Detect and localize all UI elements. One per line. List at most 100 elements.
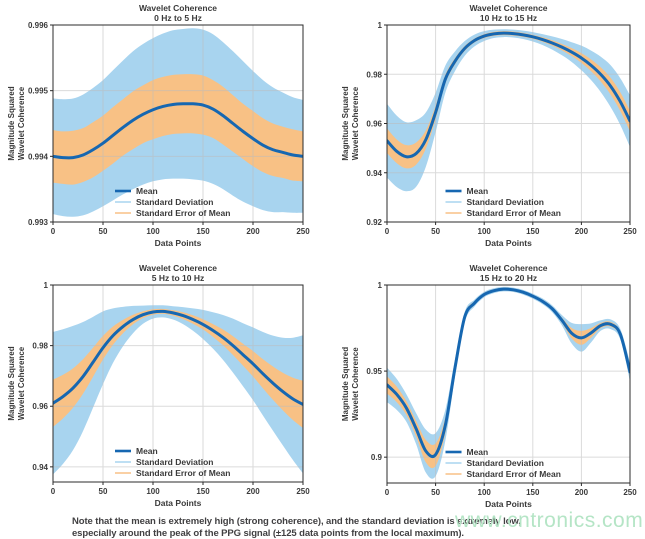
legend-std-error: Standard Error of Mean (445, 208, 561, 218)
x-axis-label: Data Points (155, 238, 202, 248)
legend-std-error: Standard Error of Mean (115, 208, 230, 218)
y-tick-label: 0.996 (28, 21, 49, 30)
y-axis-label-line2: Wavelet Coherence (17, 346, 26, 420)
y-tick-label: 0.993 (28, 218, 49, 227)
legend-mean: Mean (115, 446, 158, 456)
tick-marks (384, 284, 631, 486)
legend-std-error: Standard Error of Mean (445, 469, 561, 479)
chart-title: Wavelet Coherence (139, 263, 217, 273)
plot-area (53, 28, 303, 217)
y-axis-label-line2: Wavelet Coherence (351, 347, 360, 421)
y-axis-label-line1: Magnitude Squared (341, 86, 350, 160)
x-axis-label: Data Points (485, 238, 532, 248)
x-tick-label: 50 (99, 227, 108, 236)
chart-wavelet-coherence-10-15hz: 0 50 100 150 200 250 0.92 0.94 0.96 0.98 1 Wavelet … (341, 3, 637, 248)
chart-title: Wavelet Coherence (469, 263, 547, 273)
y-tick-label: 0.98 (366, 70, 382, 79)
y-tick-label: 0.96 (366, 120, 382, 129)
legend-std-deviation: Standard Deviation (445, 458, 544, 468)
watermark: www.cntronics.com (455, 509, 644, 532)
figure-note: Note that the mean is extremely high (st… (72, 516, 592, 539)
legend-mean-label: Mean (136, 186, 158, 196)
chart-slot-5hz-10hz: 0 50 100 150 200 250 0.94 0.96 0.98 1 Wavelet Cohe… (0, 258, 322, 510)
mean-line (53, 102, 303, 160)
x-tick-label: 50 (431, 227, 440, 236)
axis-border (386, 284, 631, 484)
std-deviation-band (387, 29, 630, 192)
plot-area (53, 305, 303, 475)
axis-border (52, 24, 304, 223)
y-tick-label: 0.96 (32, 402, 48, 411)
plot-area (387, 29, 630, 192)
legend-std-deviation-label: Standard Deviation (136, 197, 213, 207)
x-axis-label: Data Points (155, 498, 202, 508)
y-tick-label: 0.994 (28, 152, 49, 161)
legend-mean-label: Mean (467, 186, 489, 196)
x-tick-label: 200 (246, 227, 260, 236)
grid (387, 25, 630, 222)
figure-note-line2: especially around the peak of the PPG si… (72, 528, 464, 539)
legend-std-deviation: Standard Deviation (115, 457, 213, 467)
y-axis-label-line1: Magnitude Squared (7, 346, 16, 420)
x-tick-label: 250 (623, 227, 637, 236)
x-tick-label: 0 (385, 227, 390, 236)
legend-mean: Mean (445, 186, 489, 196)
chart-slot-10hz-15hz: 0 50 100 150 200 250 0.92 0.94 0.96 0.98 1 Wavelet … (322, 0, 645, 258)
std-error-band (53, 308, 303, 429)
legend-mean-label: Mean (136, 446, 158, 456)
legend-mean-label: Mean (467, 447, 489, 457)
grid (53, 25, 303, 222)
chart-wavelet-coherence-15-20hz: 0 50 100 150 200 250 0.9 0.95 1 Wavelet Coherence… (341, 263, 637, 509)
chart-subtitle: 0 Hz to 5 Hz (154, 13, 202, 23)
mean-line (53, 309, 303, 406)
x-tick-label: 150 (196, 227, 210, 236)
y-tick-label: 0.98 (32, 342, 48, 351)
legend-std-error-label: Standard Error of Mean (136, 208, 230, 218)
y-axis-label-line2: Wavelet Coherence (351, 86, 360, 160)
chart-slot-0hz-5hz: 0 50 100 150 200 250 0.993 0.994 0.995 0.996 Wavel… (0, 0, 322, 258)
x-tick-label: 150 (526, 227, 540, 236)
x-tick-label: 200 (575, 488, 589, 497)
chart-wavelet-coherence-5-10hz: 0 50 100 150 200 250 0.94 0.96 0.98 1 Wavelet Cohe… (7, 263, 310, 508)
x-tick-label: 150 (196, 487, 210, 496)
chart-title: Wavelet Coherence (139, 3, 217, 13)
legend-std-error: Standard Error of Mean (115, 468, 230, 478)
chart-wavelet-coherence-0-5hz: 0 50 100 150 200 250 0.993 0.994 0.995 0.996 Wavel… (7, 3, 310, 248)
y-tick-label: 1 (378, 21, 383, 30)
tick-marks (50, 284, 304, 485)
y-tick-label: 1 (378, 281, 383, 290)
y-tick-label: 1 (44, 281, 49, 290)
x-tick-label: 100 (478, 227, 492, 236)
legend-std-error-label: Standard Error of Mean (136, 468, 230, 478)
y-tick-label: 0.92 (366, 218, 382, 227)
x-tick-label: 0 (51, 227, 56, 236)
y-axis-label-line1: Magnitude Squared (341, 347, 350, 421)
y-tick-label: 0.995 (28, 87, 49, 96)
x-tick-label: 250 (296, 487, 310, 496)
y-tick-label: 0.94 (366, 169, 382, 178)
axis-border (52, 284, 304, 483)
y-axis-label-line1: Magnitude Squared (7, 86, 16, 160)
chart-title: Wavelet Coherence (469, 3, 547, 13)
chart-subtitle: 5 Hz to 10 Hz (152, 273, 204, 283)
y-tick-label: 0.9 (371, 453, 383, 462)
x-tick-label: 100 (146, 487, 160, 496)
legend-std-deviation-label: Standard Deviation (467, 458, 544, 468)
mean-line (387, 287, 630, 459)
chart-slot-15hz-20hz: 0 50 100 150 200 250 0.9 0.95 1 Wavelet Coherence… (322, 258, 645, 510)
grid (387, 285, 630, 483)
legend-std-error-label: Standard Error of Mean (467, 208, 561, 218)
figure-note-line1: Note that the mean is extremely high (st… (72, 516, 521, 527)
mean-line (387, 31, 630, 159)
x-tick-label: 100 (146, 227, 160, 236)
legend-std-deviation-label: Standard Deviation (467, 197, 544, 207)
x-axis-label: Data Points (485, 499, 532, 509)
legend-std-deviation: Standard Deviation (445, 197, 544, 207)
std-error-band (53, 74, 303, 185)
x-tick-label: 0 (51, 487, 56, 496)
legend-mean: Mean (445, 447, 489, 457)
x-tick-label: 200 (246, 487, 260, 496)
tick-marks (50, 24, 304, 225)
chart-subtitle: 15 Hz to 20 Hz (480, 273, 537, 283)
